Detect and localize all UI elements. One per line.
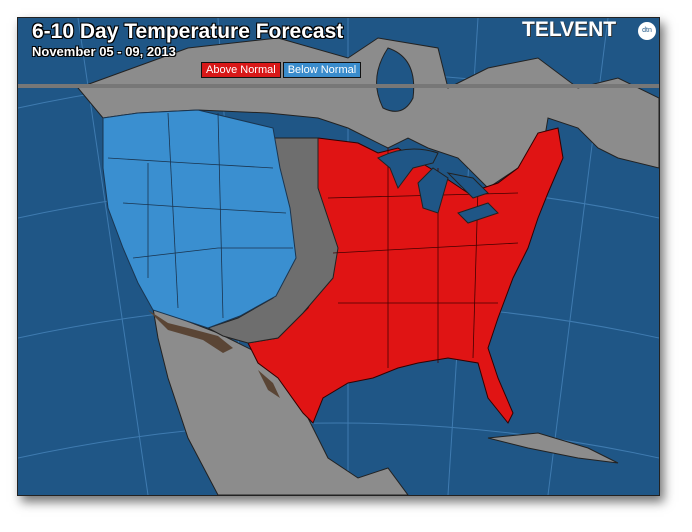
dtn-logo-badge: dtn [638, 22, 656, 40]
telvent-logo: TELVENT [522, 18, 617, 41]
cuba [487, 432, 619, 464]
map-svg [18, 18, 659, 495]
legend-above-normal: Above Normal [201, 62, 281, 78]
divider-band [18, 84, 659, 88]
hudson-bay [376, 47, 415, 112]
region-below-normal [102, 109, 297, 329]
forecast-map: 6-10 Day Temperature Forecast November 0… [17, 17, 660, 496]
legend: Above Normal Below Normal [201, 62, 362, 78]
legend-below-normal: Below Normal [282, 62, 362, 78]
border-shade [148, 310, 280, 398]
state-borders [107, 112, 293, 319]
great-lakes [377, 148, 499, 224]
map-date-range: November 05 - 09, 2013 [32, 44, 176, 59]
map-title: 6-10 Day Temperature Forecast [32, 20, 344, 43]
